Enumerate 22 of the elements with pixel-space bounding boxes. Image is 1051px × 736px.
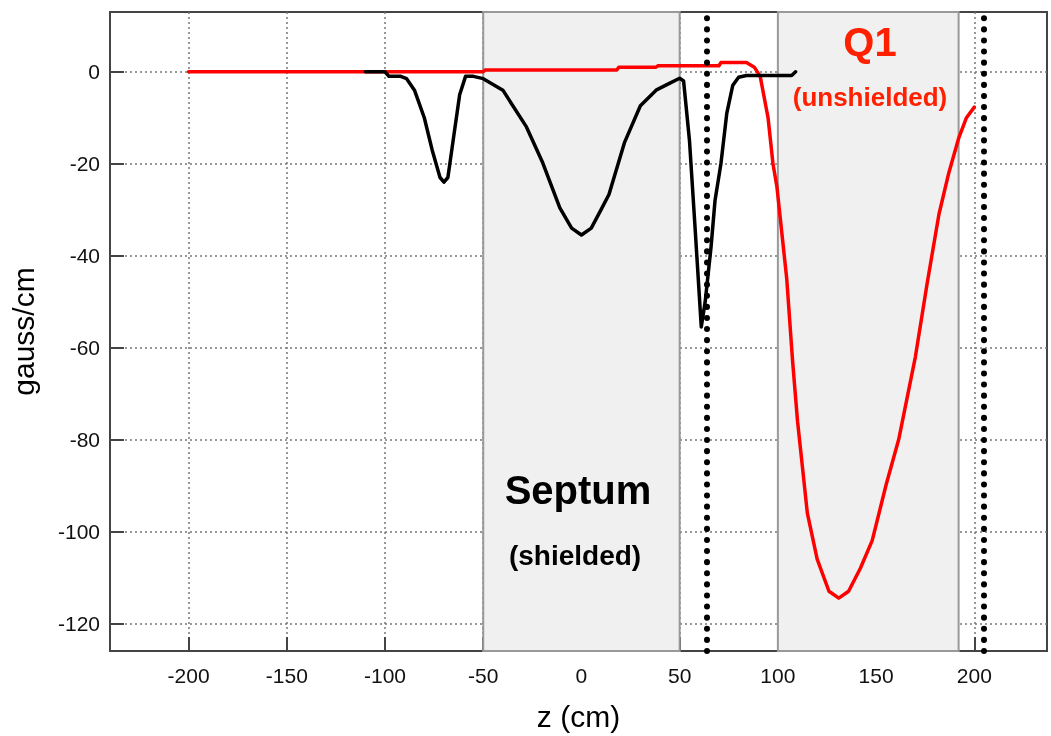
annotation: Q1 [843,20,897,64]
x-tick-label: 150 [858,664,894,687]
y-tick-label: -120 [57,611,100,635]
x-tick-label: 0 [575,664,588,687]
y-tick-label: -20 [69,152,100,176]
x-tick-label: -50 [468,664,499,687]
x-tick-label: 200 [956,664,992,687]
y-tick-label: -80 [69,428,100,452]
y-tick-label: -100 [57,519,100,543]
annotation: (unshielded) [792,82,948,112]
x-tick-label: 100 [760,664,796,687]
x-tick-label: -150 [265,664,308,687]
x-axis-title: z (cm) [536,699,621,733]
annotation: Septum [504,468,652,512]
annotation: (shielded) [508,539,642,571]
x-tick-label: -100 [363,664,407,687]
y-tick-label: 0 [88,60,100,84]
y-axis-title: gauss/cm [6,267,40,396]
y-tick-label: -60 [69,336,100,360]
x-tick-label: 50 [667,664,692,687]
y-tick-label: -40 [69,244,100,268]
x-tick-label: -200 [167,664,210,687]
